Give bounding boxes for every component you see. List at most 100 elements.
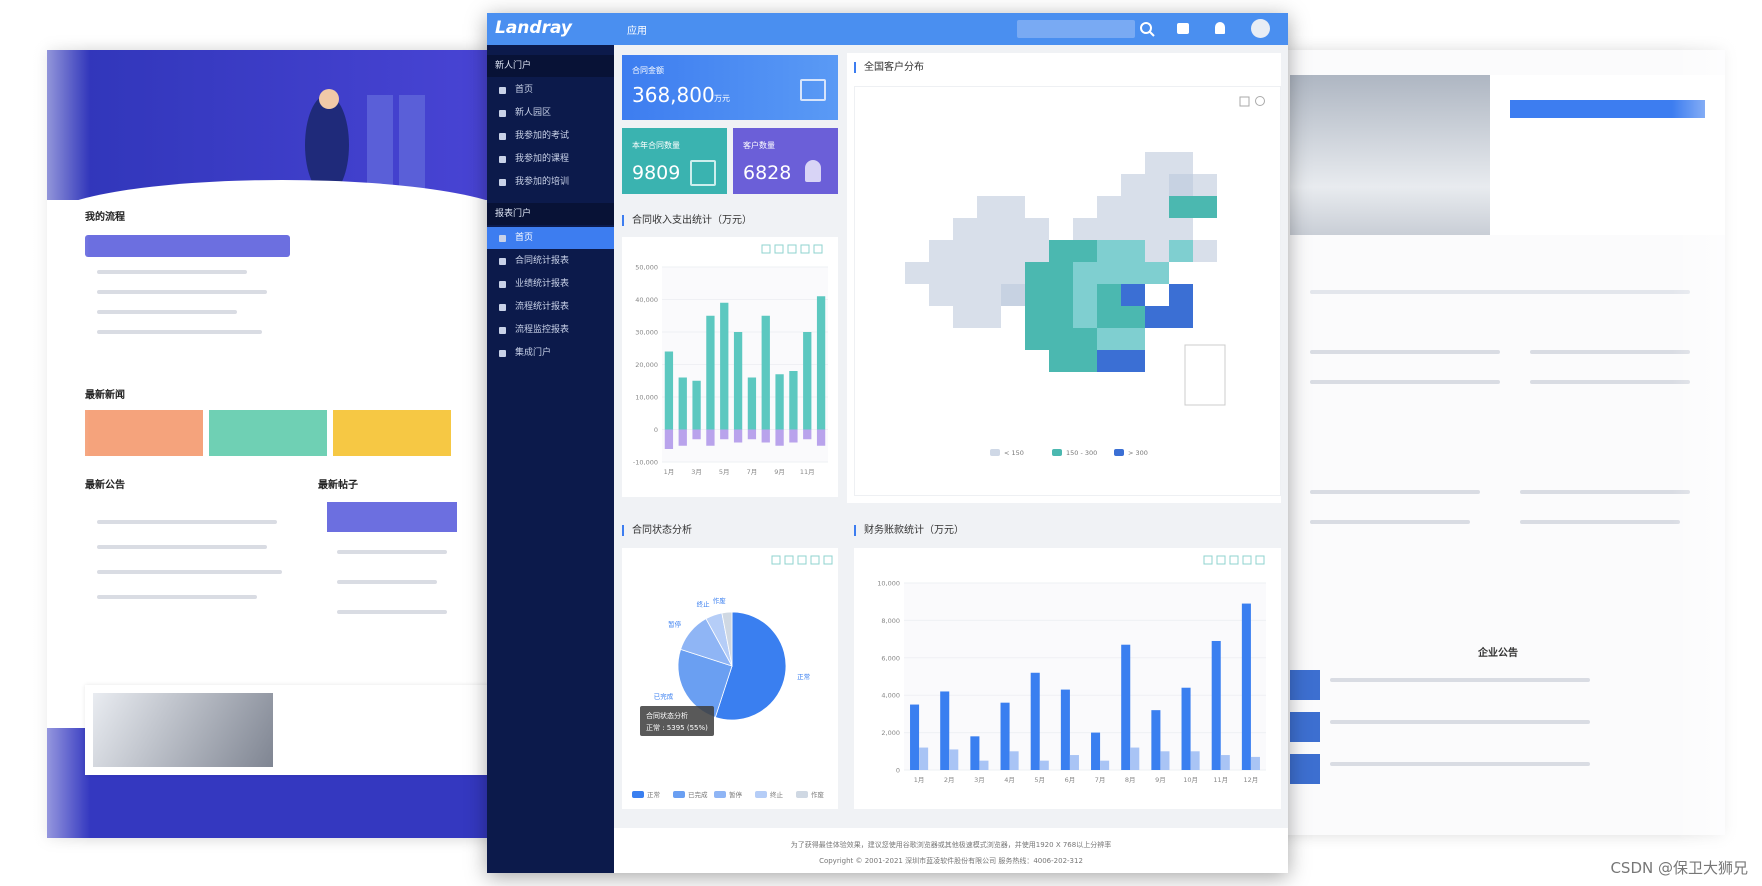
map-cell <box>1145 262 1169 284</box>
date-badge <box>1290 754 1320 784</box>
bar <box>816 429 826 446</box>
map-cell <box>1025 306 1049 328</box>
map-tool <box>1255 96 1265 106</box>
map-cell <box>1001 196 1025 218</box>
map: < 150 150 - 300 > 300 <box>905 96 1265 457</box>
app-menu[interactable]: 应用 <box>627 26 647 37</box>
kpi-card: 客户数量 6828 <box>733 128 838 194</box>
legend-swatch <box>714 791 726 798</box>
legend-label: 暂停 <box>729 790 743 799</box>
map-cell <box>1121 174 1145 196</box>
bell-icon[interactable] <box>1215 22 1225 34</box>
section-title: 最新公告 <box>85 480 125 491</box>
bar <box>1069 755 1079 770</box>
right-page: 企业公告 <box>1270 50 1725 835</box>
map-cell <box>977 262 1001 284</box>
menu-item[interactable]: 我参加的考试 <box>487 125 614 147</box>
panel-title: 合同状态分析 <box>622 525 692 536</box>
search-box[interactable] <box>1017 20 1135 38</box>
menu-item[interactable]: 新人园区 <box>487 102 614 124</box>
chart-panel: 正常 已完成 暂停 终止 作废 合同状态分析 正常 : 5395 (55%) 正常 已完成 暂停终… <box>622 548 838 809</box>
avatar[interactable] <box>1251 19 1270 38</box>
map-cell <box>1145 218 1169 240</box>
section-title: 最新新闻 <box>85 390 125 401</box>
slice-label: 作废 <box>713 596 727 605</box>
map-cell <box>1073 284 1097 306</box>
search-icon[interactable] <box>1139 21 1155 37</box>
bar <box>1009 751 1019 770</box>
bar <box>803 332 812 430</box>
pie-slice <box>714 611 787 721</box>
x-tick-label: 3月 <box>691 468 702 476</box>
map-cell <box>1193 196 1217 218</box>
message-icon[interactable] <box>1177 23 1189 34</box>
tooltip-box <box>640 706 714 736</box>
bar <box>706 315 715 430</box>
toolbar-icon <box>1216 555 1226 565</box>
sidebar-section[interactable]: 新人门户 <box>487 55 614 77</box>
left-page: 我的流程 最新新闻 最新公告 最新帖子 <box>47 50 517 838</box>
bar <box>761 429 770 443</box>
map-cell <box>1097 262 1121 284</box>
map-cell <box>1169 174 1193 196</box>
legend-swatch <box>1114 449 1124 456</box>
section-title: 企业公告 <box>1478 648 1518 659</box>
toolbar-icon <box>1255 555 1265 565</box>
menu-item[interactable]: 我参加的课程 <box>487 148 614 170</box>
bar <box>733 429 743 443</box>
kpi-value: 6828 <box>743 162 792 184</box>
legend-label: < 150 <box>1004 449 1024 457</box>
map-cell <box>1121 196 1145 218</box>
legend-swatch <box>990 449 1000 456</box>
bar <box>816 296 826 430</box>
sidebar-section[interactable]: 报表门户 <box>487 203 614 225</box>
bar <box>919 747 929 770</box>
slice-label: 终止 <box>697 599 711 608</box>
logo[interactable]: Landray <box>495 18 572 38</box>
toolbar-icon <box>784 555 794 565</box>
map-cell <box>1049 350 1073 372</box>
map-cell <box>1121 328 1145 350</box>
map-cell <box>1193 174 1217 196</box>
bar <box>949 749 959 770</box>
menu-item[interactable]: 首页 <box>487 79 614 101</box>
legend-swatch <box>1052 449 1062 456</box>
kpi-unit: 万元 <box>714 94 730 103</box>
date-badge <box>1290 712 1320 742</box>
menu-item[interactable]: 我参加的培训 <box>487 171 614 193</box>
top-bar: Landray 应用 <box>487 13 1288 45</box>
menu-item[interactable]: 合同统计报表 <box>487 250 614 272</box>
x-tick-label: 11月 <box>1213 776 1228 784</box>
bar <box>970 736 980 770</box>
x-tick-label: 7月 <box>1095 776 1106 784</box>
x-tick-label: 12月 <box>1244 776 1259 784</box>
map-cell <box>1073 240 1097 262</box>
bar <box>1100 760 1110 770</box>
map-cell <box>1073 262 1097 284</box>
map-cell <box>1073 328 1097 350</box>
map-tool <box>1239 96 1250 107</box>
x-tick-label: 6月 <box>1065 776 1076 784</box>
x-tick-label: 1月 <box>664 468 675 476</box>
map-cell <box>1193 240 1217 262</box>
menu-item[interactable]: 流程统计报表 <box>487 296 614 318</box>
x-tick-label: 5月 <box>719 468 730 476</box>
bar <box>1130 747 1140 770</box>
map-cell <box>1145 152 1169 174</box>
map-cell <box>1025 328 1049 350</box>
slice-label: 已完成 <box>654 691 674 700</box>
map-cell <box>1025 240 1049 262</box>
menu-item[interactable]: 首页 <box>487 227 614 249</box>
map-cell <box>1145 306 1169 328</box>
menu-item[interactable]: 业绩统计报表 <box>487 273 614 295</box>
slice-label: 暂停 <box>668 619 682 628</box>
section-title: 我的流程 <box>85 212 125 223</box>
map-cell <box>1169 196 1193 218</box>
legend-swatch <box>673 791 685 798</box>
menu-item[interactable]: 流程监控报表 <box>487 319 614 341</box>
menu-item[interactable]: 集成门户 <box>487 342 614 364</box>
bar <box>1181 687 1191 770</box>
kpi-icon <box>805 160 821 182</box>
map-cell <box>953 262 977 284</box>
